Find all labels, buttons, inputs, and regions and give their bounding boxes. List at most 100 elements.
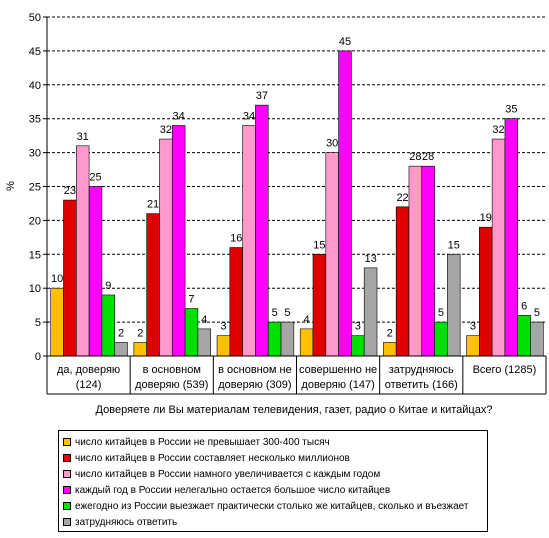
bar (159, 138, 173, 357)
data-label: 16 (230, 233, 242, 245)
legend-label: затрудняюсь ответить (75, 516, 178, 528)
data-label: 19 (480, 212, 492, 224)
category-label: затрудняюсь (389, 364, 454, 376)
bar (491, 138, 506, 357)
data-label: 22 (396, 192, 408, 204)
y-tick-label: 50 (29, 12, 41, 24)
bar (88, 186, 103, 357)
bar (255, 104, 269, 357)
data-label: 6 (521, 300, 527, 312)
data-label: 5 (534, 307, 540, 319)
data-label: 23 (64, 185, 76, 197)
data-label: 21 (147, 199, 159, 211)
legend-item: число китайцев в России намного увеличив… (63, 466, 483, 482)
category-label: (124) (76, 379, 102, 391)
bar (408, 165, 423, 357)
bar (351, 335, 365, 357)
y-tick-label: 5 (35, 317, 41, 329)
data-label: 25 (89, 172, 101, 184)
bar (504, 118, 519, 357)
legend-item: каждый год в России нелегально остается … (63, 482, 483, 498)
category-label: ответить (166) (385, 379, 458, 391)
bar (216, 335, 231, 357)
data-label: 31 (77, 131, 89, 143)
category-labels: да, доверяю (124) в основном доверяю (539) в… (57, 364, 536, 391)
bar (479, 226, 493, 357)
legend-label: число китайцев в России не превышает 300… (75, 436, 330, 448)
bar (530, 321, 544, 357)
bar (421, 165, 435, 357)
legend-swatch (63, 438, 71, 446)
bars (50, 50, 544, 357)
data-label: 34 (243, 110, 255, 122)
bar (383, 342, 397, 357)
bar (242, 125, 256, 357)
legend-item: число китайцев в России не превышает 300… (63, 434, 483, 450)
data-label: 4 (201, 314, 207, 326)
bar (267, 321, 282, 357)
y-tick-label: 45 (29, 46, 41, 58)
category-label: Всего (1285) (473, 364, 537, 376)
bar (101, 294, 116, 357)
data-label: 32 (492, 124, 504, 136)
y-tick-label: 0 (35, 351, 41, 363)
legend-label: число китайцев в России составляет неско… (75, 452, 350, 464)
legend-item: число китайцев в России составляет неско… (63, 450, 483, 466)
bar (466, 335, 480, 357)
category-label: совершенно не (299, 364, 377, 376)
axes (46, 17, 547, 395)
bar (63, 199, 77, 357)
y-tick-labels: 0 5 10 15 20 25 30 35 40 45 50 (29, 12, 41, 363)
bar (395, 206, 410, 357)
bar (76, 145, 90, 357)
bar (184, 308, 199, 357)
y-tick-label: 30 (29, 148, 41, 160)
data-label: 45 (339, 36, 351, 48)
data-label: 7 (188, 294, 194, 306)
category-label: доверяю (539) (135, 379, 208, 391)
bar (338, 50, 352, 357)
legend: число китайцев в России не превышает 300… (58, 430, 488, 532)
bar (50, 287, 64, 357)
legend-label: каждый год в России нелегально остается … (75, 484, 391, 496)
data-label: 5 (272, 307, 278, 319)
data-label: 3 (355, 321, 361, 333)
legend-swatch (63, 518, 71, 526)
bar (114, 342, 128, 357)
bar (197, 328, 211, 357)
category-label: доверяю (309) (218, 379, 291, 391)
data-label: 5 (438, 307, 444, 319)
data-label: 37 (256, 90, 268, 102)
data-label: 15 (313, 239, 325, 251)
bar (325, 152, 339, 357)
data-label: 3 (220, 321, 226, 333)
bar (363, 267, 378, 357)
data-label: 3 (470, 321, 476, 333)
bar (133, 342, 147, 357)
y-tick-label: 35 (29, 114, 41, 126)
category-label: доверяю (147) (301, 379, 374, 391)
bar (447, 254, 461, 357)
bar (299, 328, 314, 357)
bar (434, 321, 448, 357)
y-tick-label: 20 (29, 215, 41, 227)
legend-swatch (63, 486, 71, 494)
data-label: 2 (137, 327, 143, 339)
category-label: в основном (143, 364, 201, 376)
legend-swatch (63, 454, 71, 462)
data-label: 28 (409, 151, 421, 163)
y-tick-label: 40 (29, 80, 41, 92)
x-axis-title: Доверяете ли Вы материалам телевидения, … (96, 404, 493, 416)
legend-item: ежегодно из России выезжает практически … (63, 498, 483, 514)
data-label: 4 (304, 314, 310, 326)
data-label: 9 (105, 280, 111, 292)
data-label: 2 (387, 327, 393, 339)
bar (280, 321, 295, 357)
data-label: 30 (326, 138, 338, 150)
data-label: 35 (505, 104, 517, 116)
legend-item: затрудняюсь ответить (63, 514, 483, 530)
category-label: да, доверяю (57, 364, 120, 376)
y-tick-label: 10 (29, 283, 41, 295)
data-labels: 1023423232116152219313234302832253437452… (51, 36, 540, 340)
